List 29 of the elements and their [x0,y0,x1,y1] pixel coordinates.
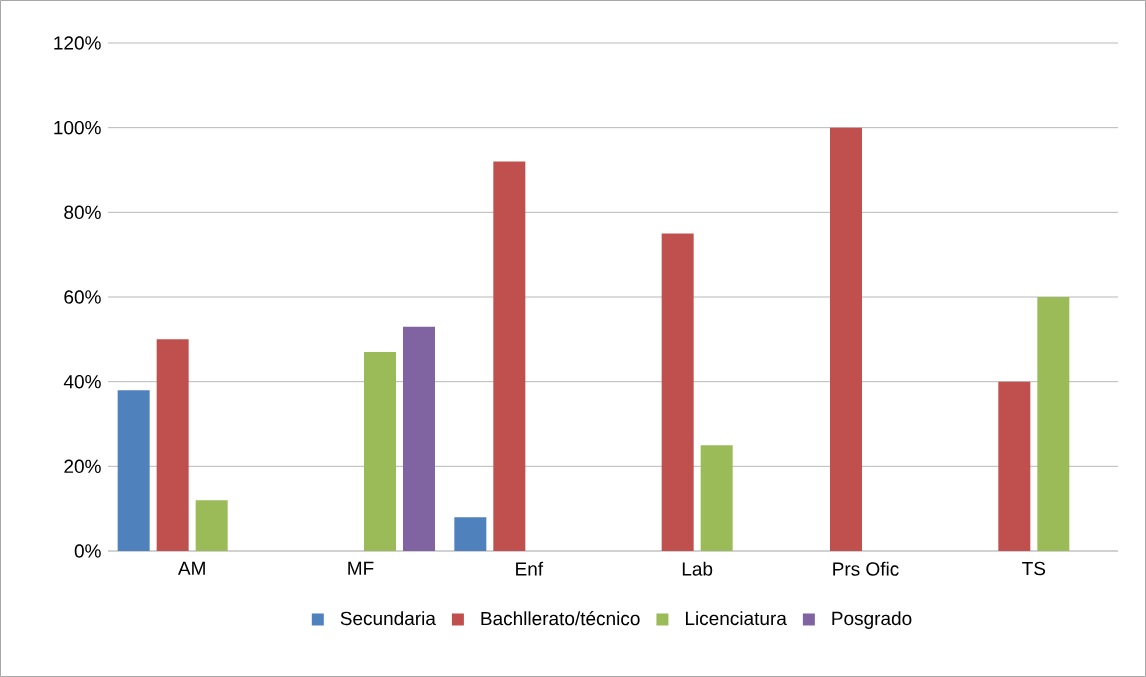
y-tick-label: 40% [63,374,101,389]
legend-label: Posgrado [832,611,912,629]
y-tick-label: 120% [54,36,101,50]
y-tick-label: 80% [64,205,101,220]
bar [156,339,189,551]
bar [493,161,526,551]
y-tick-label: 60% [64,290,101,304]
y-tick-label: 20% [64,459,101,474]
x-tick-label: Enf [516,561,544,576]
x-tick-label: TS [1022,561,1046,576]
legend-label: Secundaria [340,611,436,626]
x-tick-label: Prs Ofic [833,561,899,576]
x-tick-label: Lab [682,561,713,576]
bar [1037,297,1070,551]
bar [454,517,487,551]
bar [700,445,733,551]
bar [998,381,1031,551]
y-tick-label: 100% [54,120,101,135]
legend-label: Licenciatura [685,611,787,626]
bar [403,326,435,551]
bar [117,390,150,551]
bar [364,352,396,551]
bar [661,233,694,551]
x-tick-label: MF [348,561,374,575]
legend-label: Bachllerato/técnico [481,611,640,626]
bar [829,127,862,551]
x-tick-label: AM [177,561,205,575]
y-tick-label: 0% [74,544,101,558]
bar [195,500,228,551]
